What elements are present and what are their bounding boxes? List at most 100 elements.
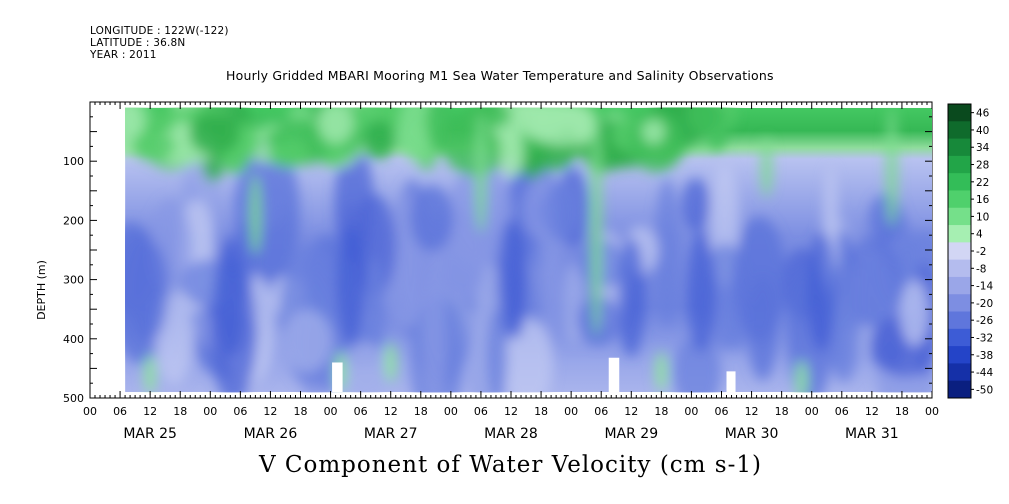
colorbar-label: 34 (976, 142, 990, 154)
heatmap-blob (590, 116, 603, 337)
colorbar-swatch (948, 138, 971, 157)
heatmap-blob (795, 360, 808, 393)
heatmap-blob (249, 174, 262, 255)
x-day-label: MAR 26 (244, 426, 298, 442)
colorbar-label: -2 (976, 246, 986, 258)
colorbar-label: 4 (976, 229, 983, 241)
data-gap (332, 362, 343, 393)
x-tick-label: 12 (384, 405, 398, 418)
colorbar-swatch (948, 155, 971, 174)
x-tick-label: 06 (594, 405, 608, 418)
latitude-label: LATITUDE : 36.8N (90, 37, 186, 49)
heatmap-blob (512, 107, 569, 140)
x-tick-label: 00 (805, 405, 819, 418)
x-tick-label: 00 (925, 405, 939, 418)
x-tick-label: 06 (233, 405, 247, 418)
colorbar-swatch (948, 346, 971, 364)
x-tick-label: 18 (775, 405, 789, 418)
x-tick-label: 18 (534, 405, 548, 418)
x-day-label: MAR 25 (123, 426, 177, 442)
x-day-label: MAR 31 (845, 426, 899, 442)
heatmap-blob (317, 107, 354, 144)
colorbar-label: -8 (976, 263, 986, 275)
y-axis-label: DEPTH (m) (35, 260, 48, 320)
colorbar-swatch (948, 328, 971, 347)
heatmap-blob (267, 139, 310, 168)
longitude-label: LONGITUDE : 122W(-122) (90, 25, 229, 37)
colorbar-swatch (948, 190, 971, 209)
x-tick-label: 18 (654, 405, 668, 418)
x-tick-label: 06 (474, 405, 488, 418)
y-axis-ticks: 100 200 300 400 500 (63, 101, 932, 405)
x-day-label: MAR 27 (364, 426, 418, 442)
heatmap-blob (807, 231, 836, 352)
colorbar-label: -20 (976, 298, 993, 310)
colorbar-swatch (948, 276, 971, 295)
colorbar-label: -14 (976, 281, 993, 293)
heatmap-blob (410, 185, 454, 252)
data-gap (726, 371, 736, 393)
x-tick-label: 00 (203, 405, 217, 418)
heatmap-blob (188, 112, 241, 155)
colorbar-swatch (948, 242, 971, 261)
colorbar-label: 40 (976, 125, 989, 137)
heatmap-blob (654, 178, 680, 327)
heatmap-blob (499, 128, 525, 177)
data-gap (608, 357, 620, 393)
colorbar-label: 16 (976, 194, 990, 206)
y-tick-label: 300 (63, 274, 84, 287)
heatmap-blob (497, 219, 525, 340)
heatmap-blob (131, 130, 175, 161)
x-tick-label: 18 (173, 405, 187, 418)
colorbar-label: 22 (976, 177, 989, 189)
x-tick-label: 12 (263, 405, 277, 418)
heatmap-blob (426, 107, 452, 153)
x-day-label: MAR 29 (604, 426, 658, 442)
colorbar-swatch (948, 294, 971, 313)
colorbar-label: 10 (976, 211, 989, 223)
x-tick-label: 12 (624, 405, 638, 418)
heatmap-blob (461, 107, 512, 129)
heatmap-blob (868, 194, 904, 244)
x-tick-label: 12 (865, 405, 879, 418)
y-tick-label: 500 (63, 392, 84, 405)
heatmap-blob (885, 107, 898, 228)
heatmap-blob (365, 257, 385, 367)
heatmap-blob (342, 343, 390, 393)
x-tick-label: 18 (294, 405, 308, 418)
heatmap-blob (541, 183, 582, 241)
colorbar-label: -50 (976, 384, 993, 396)
x-tick-label: 18 (414, 405, 428, 418)
x-tick-label: 12 (143, 405, 157, 418)
x-tick-label: 18 (895, 405, 909, 418)
x-tick-label: 00 (83, 405, 97, 418)
colorbar-label: -32 (976, 332, 993, 344)
heatmap-blob (687, 231, 716, 352)
heatmap-blob (617, 237, 646, 358)
heatmap-blob (128, 240, 168, 342)
x-day-label: MAR 30 (725, 426, 779, 442)
x-tick-label: 00 (444, 405, 458, 418)
heatmap-blob (144, 354, 157, 393)
y-tick-label: 400 (63, 333, 84, 346)
heatmap-blob (655, 351, 668, 392)
heatmap-blob (216, 237, 245, 358)
heatmap-blobs (125, 107, 933, 393)
x-tick-label: 00 (684, 405, 698, 418)
x-tick-label: 06 (113, 405, 127, 418)
x-tick-label: 06 (715, 405, 729, 418)
chart-title: Hourly Gridded MBARI Mooring M1 Sea Wate… (226, 68, 774, 83)
colorbar-label: -38 (976, 350, 993, 362)
x-tick-label: 12 (504, 405, 518, 418)
colorbar-label: 28 (976, 160, 989, 172)
chart-caption: V Component of Water Velocity (cm s-1) (259, 452, 762, 478)
heatmap-blob (384, 342, 397, 383)
heatmap-blob (474, 113, 487, 234)
colorbar-swatch (948, 363, 971, 382)
heatmap-blob (900, 279, 930, 347)
colorbar-swatch (948, 121, 971, 140)
heatmap-blob (733, 216, 786, 341)
heatmap-blob (760, 137, 773, 198)
heatmap-blob (673, 335, 721, 393)
colorbar-label: -44 (976, 367, 993, 379)
